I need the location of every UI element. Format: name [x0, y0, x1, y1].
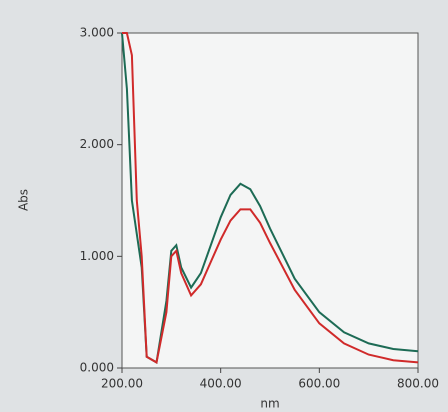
x-axis-label: nm: [260, 397, 279, 411]
x-tick-label: 200.00: [101, 377, 143, 391]
y-tick-label: 1.000: [80, 249, 114, 263]
y-axis-label: Abs: [17, 189, 31, 211]
y-tick-label: 2.000: [80, 137, 114, 151]
y-tick-label: 0.000: [80, 361, 114, 375]
x-tick-label: 600.00: [298, 377, 340, 391]
series-line: [122, 32, 419, 364]
x-tick-label: 400.00: [200, 377, 242, 391]
plot-area: [121, 32, 419, 369]
x-tick-label: 800.00: [397, 377, 439, 391]
y-tick-label: 3.000: [80, 26, 114, 40]
